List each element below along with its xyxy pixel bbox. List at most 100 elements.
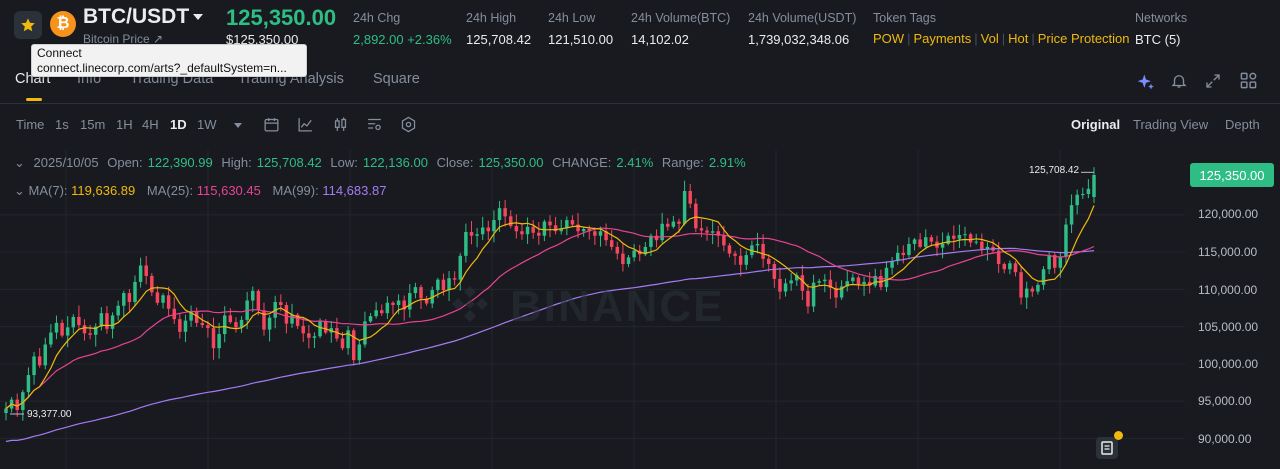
- legend-collapse-chevron-icon[interactable]: ⌄: [14, 155, 25, 170]
- timeframe-1s[interactable]: 1s: [55, 117, 69, 132]
- timeframe-1w[interactable]: 1W: [197, 117, 217, 132]
- token-tags: POW | Payments | Vol | Hot | Price Protection: [873, 31, 1130, 46]
- ma-collapse-chevron-icon[interactable]: ⌄: [14, 183, 25, 198]
- scroll-to-latest-button[interactable]: [1096, 437, 1118, 459]
- expand-icon[interactable]: [1204, 72, 1222, 90]
- candle-body: [1075, 194, 1079, 206]
- ohlc-close: 125,350.00: [478, 155, 544, 170]
- period-high-label: 125,708.42: [1029, 165, 1080, 176]
- ai-sparkle-icon[interactable]: [1136, 72, 1156, 92]
- ohlc-high-label: High:: [221, 155, 252, 170]
- chart-settings-icon[interactable]: [366, 116, 383, 133]
- candle-body: [1002, 264, 1007, 270]
- candle-body: [318, 321, 322, 337]
- timeframe-more-chevron-icon[interactable]: [234, 123, 242, 128]
- timeframe-15m[interactable]: 15m: [80, 117, 106, 132]
- candle-body: [1053, 255, 1057, 268]
- candle-body: [823, 279, 827, 282]
- candle-body: [946, 235, 950, 244]
- favorite-button[interactable]: [14, 11, 42, 39]
- ohlc-open-label: Open:: [107, 155, 143, 170]
- candle-body: [755, 243, 760, 246]
- candle-body: [335, 328, 339, 339]
- candle-body: [71, 316, 76, 328]
- view-original[interactable]: Original: [1071, 117, 1121, 132]
- candle-body: [839, 286, 844, 298]
- tab-square[interactable]: Square: [373, 71, 420, 87]
- candle-body: [222, 315, 227, 335]
- candle-body: [161, 295, 165, 303]
- candle-body: [183, 320, 188, 332]
- tag-hot[interactable]: Hot: [1008, 31, 1029, 46]
- gear-icon[interactable]: [400, 116, 417, 133]
- tag-pow[interactable]: POW: [873, 31, 905, 46]
- candle-body: [806, 290, 810, 307]
- tooltip-title: Connect: [37, 46, 82, 60]
- candle-body: [632, 250, 636, 258]
- candle-body: [733, 253, 737, 256]
- candle-body: [766, 258, 771, 265]
- timeframe-1h[interactable]: 1H: [116, 117, 133, 132]
- candle-body: [509, 216, 513, 227]
- candle-body: [654, 235, 659, 241]
- bell-icon[interactable]: [1170, 72, 1188, 90]
- candle-body: [940, 243, 945, 248]
- external-link-icon: ↗: [153, 32, 164, 46]
- pair-title[interactable]: BTC/USDT: [83, 5, 190, 28]
- candle-body: [402, 300, 406, 310]
- candle-body: [727, 245, 732, 254]
- candle-body: [77, 316, 81, 326]
- candle-body: [514, 226, 519, 232]
- candle-body: [110, 315, 115, 329]
- timeframe-time[interactable]: Time: [16, 117, 45, 132]
- view-trading-view[interactable]: Trading View: [1133, 117, 1209, 132]
- ma99-value: 114,683.87: [322, 183, 387, 198]
- candle-body: [1013, 263, 1018, 273]
- candle-body: [811, 282, 816, 307]
- candle-body: [262, 310, 266, 330]
- candle-body: [929, 237, 934, 242]
- candle-body: [581, 229, 586, 232]
- pair-subtitle-link[interactable]: Bitcoin Price ↗: [83, 32, 164, 46]
- candle-body: [492, 220, 496, 232]
- tag-payments[interactable]: Payments: [913, 31, 972, 46]
- chevron-down-icon[interactable]: [193, 14, 203, 20]
- stat-24h-vol-btc-label: 24h Volume(BTC): [631, 11, 731, 25]
- candle-body: [744, 255, 749, 265]
- calendar-icon[interactable]: [263, 116, 280, 133]
- indicator-icon[interactable]: [297, 116, 314, 133]
- networks-value[interactable]: BTC (5): [1135, 32, 1181, 47]
- stat-24h-low-value: 121,510.00: [548, 32, 614, 47]
- candle-body: [464, 231, 468, 256]
- candle-body: [206, 325, 210, 329]
- tag-price-protection[interactable]: Price Protection: [1037, 31, 1130, 46]
- candle-body: [845, 281, 849, 287]
- timeframe-1d[interactable]: 1D: [170, 117, 187, 132]
- tag-vol[interactable]: Vol: [980, 31, 999, 46]
- price-chart[interactable]: [0, 150, 1280, 469]
- candlestick-type-icon[interactable]: [332, 116, 349, 133]
- candle-body: [144, 265, 148, 276]
- candle-body: [441, 279, 446, 291]
- stat-24h-high-value: 125,708.42: [466, 32, 532, 47]
- timeframe-4h[interactable]: 4H: [142, 117, 159, 132]
- candle-body: [256, 290, 261, 311]
- candle-body: [738, 255, 743, 265]
- ohlc-open: 122,390.99: [147, 155, 213, 170]
- candle-body: [200, 322, 205, 326]
- stat-24h-low-label: 24h Low: [548, 11, 596, 25]
- candle-body: [239, 319, 244, 328]
- candle-body: [761, 243, 765, 259]
- candle-body: [548, 221, 552, 226]
- candle-body: [150, 275, 154, 293]
- y-tick-105000: 105,000.00: [1198, 320, 1259, 334]
- candle-body: [351, 330, 356, 361]
- ma7-line: [5, 205, 1095, 410]
- candle-body: [985, 246, 990, 250]
- layout-grid-icon[interactable]: [1239, 71, 1258, 90]
- view-depth[interactable]: Depth: [1225, 117, 1260, 132]
- candle-body: [122, 293, 126, 306]
- candle-body: [895, 252, 900, 262]
- candle-body: [436, 279, 440, 291]
- candle-body: [783, 283, 788, 292]
